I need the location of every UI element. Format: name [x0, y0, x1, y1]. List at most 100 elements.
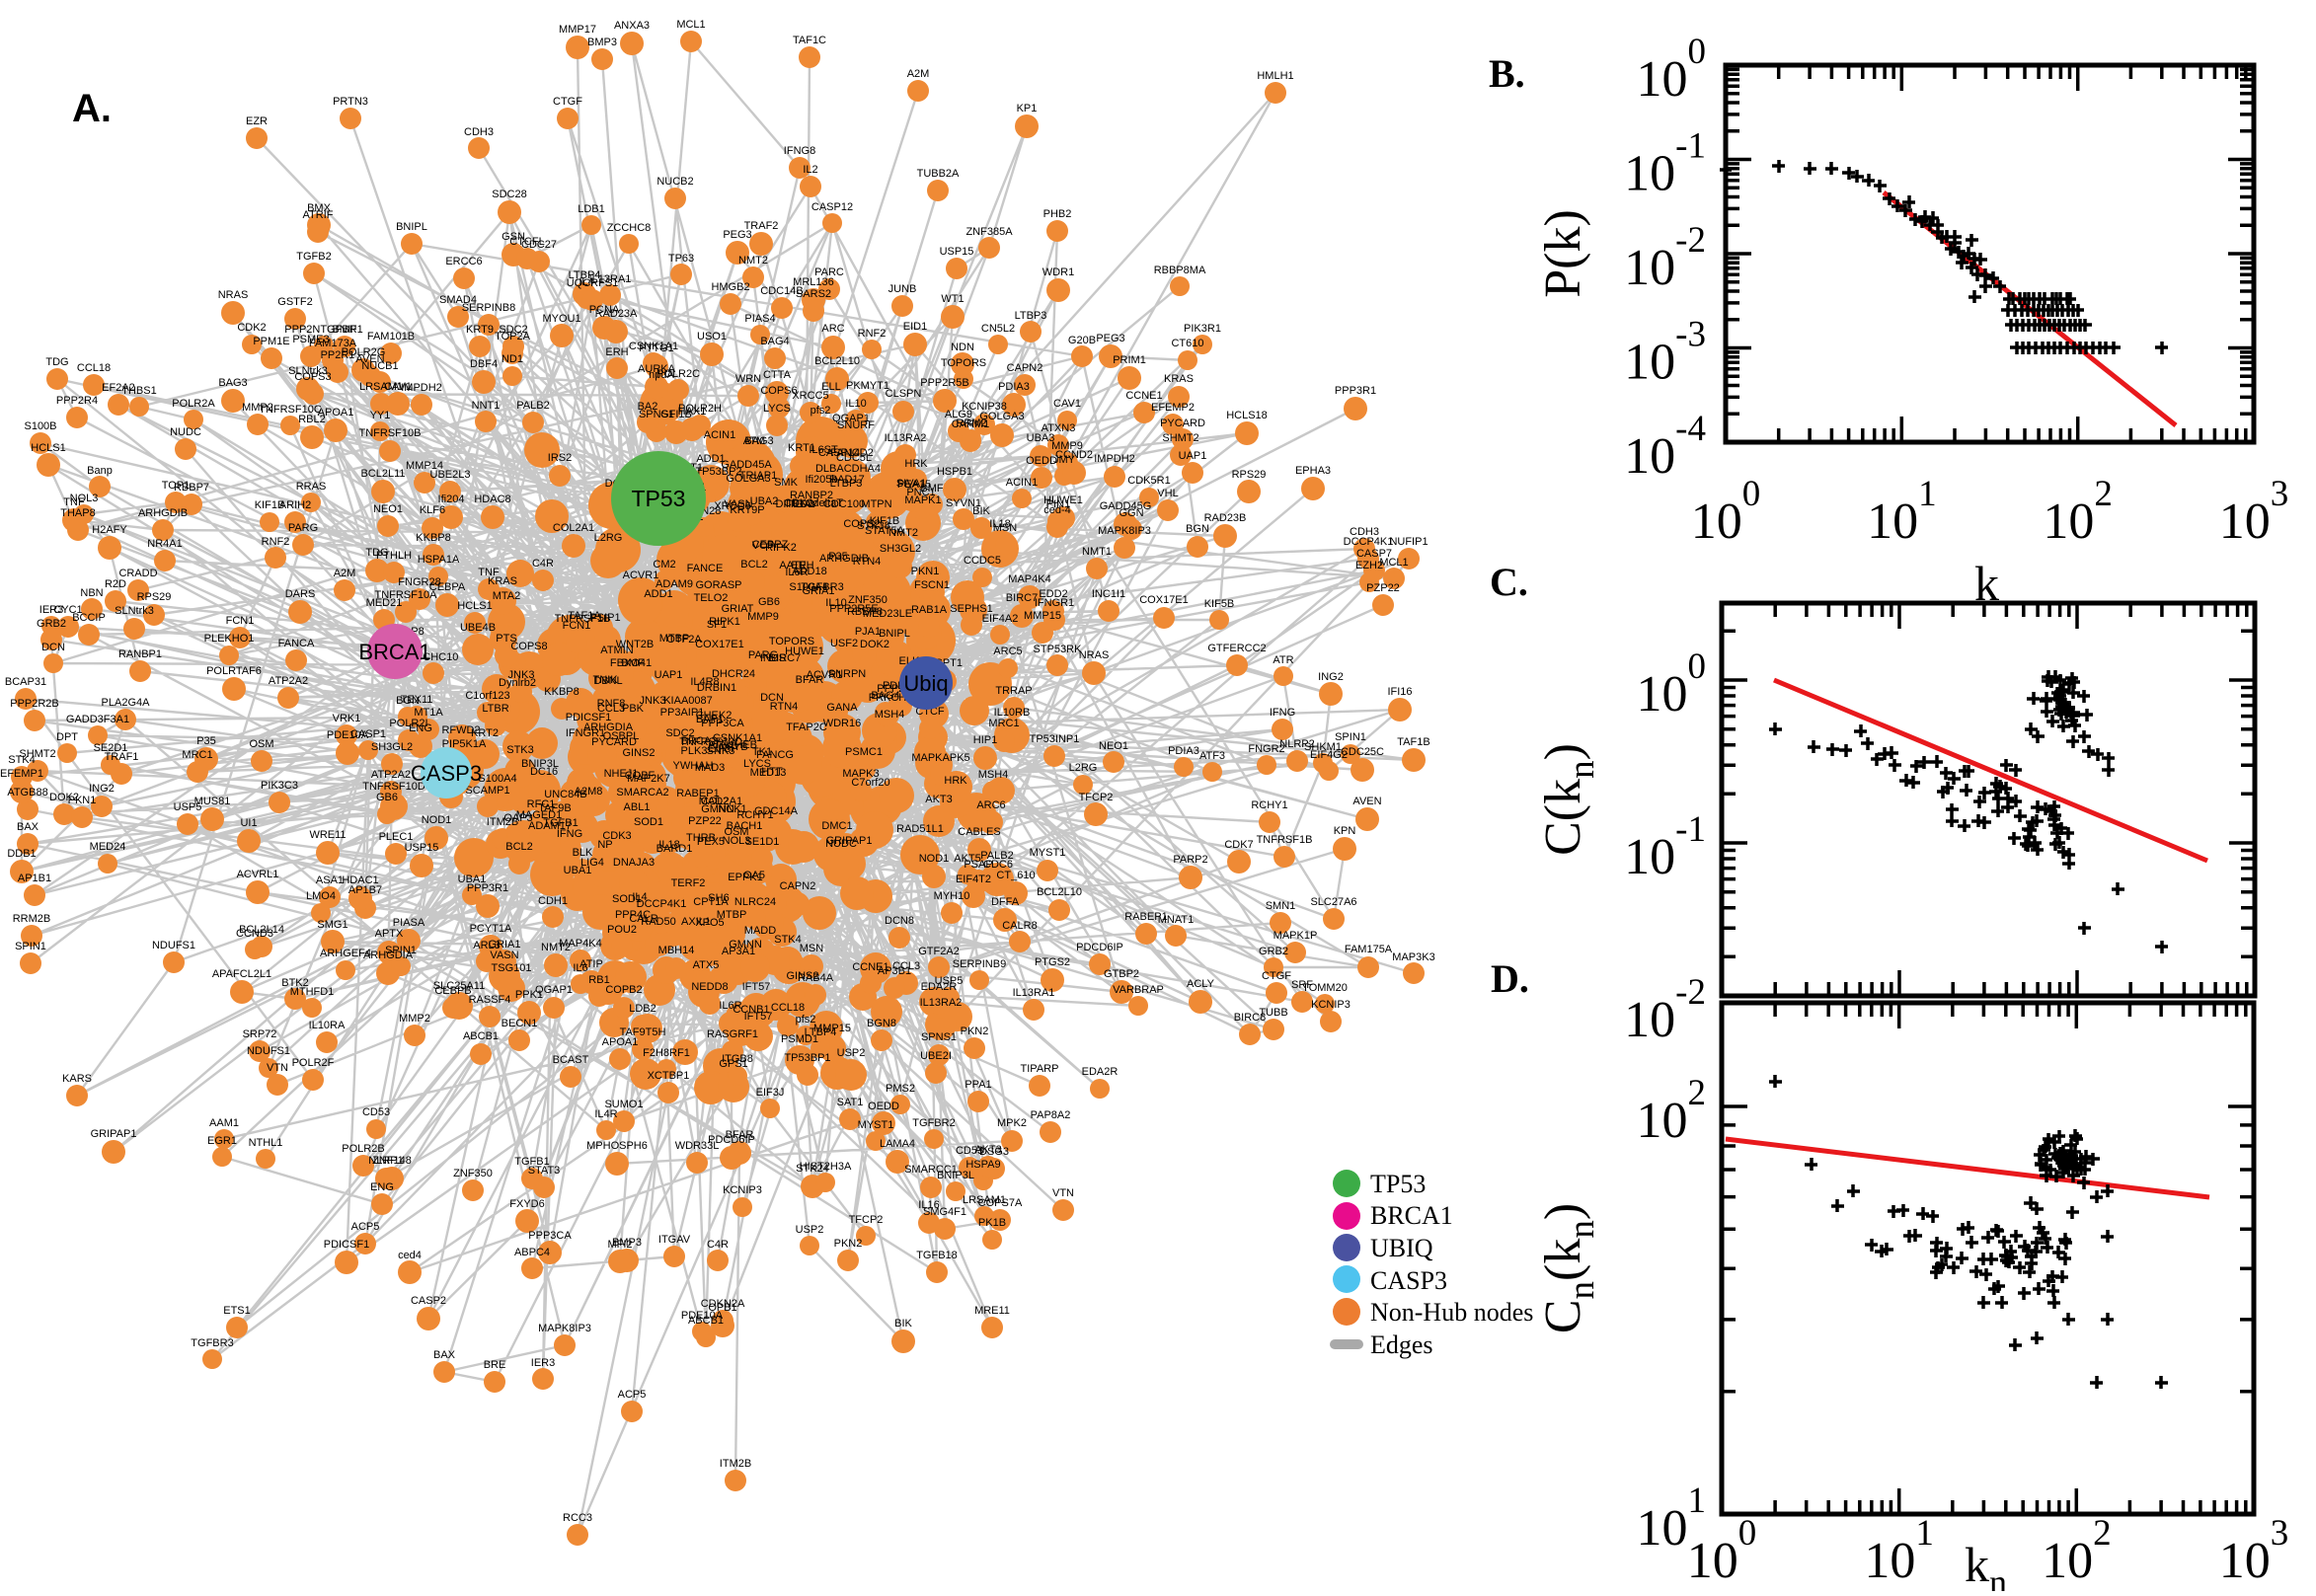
- svg-text:GTF2A2: GTF2A2: [918, 946, 960, 957]
- svg-text:ENG: ENG: [409, 722, 432, 734]
- svg-text:PARG: PARG: [748, 649, 778, 661]
- svg-text:USO1: USO1: [697, 331, 727, 342]
- svg-text:FBXO41: FBXO41: [610, 657, 652, 669]
- svg-text:RAD51L1: RAD51L1: [896, 823, 944, 835]
- svg-text:ATN1HEB: ATN1HEB: [708, 739, 757, 751]
- svg-text:GB6: GB6: [758, 596, 780, 608]
- svg-text:A2M8: A2M8: [575, 786, 603, 798]
- svg-text:UBE4B: UBE4B: [460, 622, 496, 634]
- svg-text:IFNG: IFNG: [1270, 707, 1295, 719]
- svg-text:HUWE1: HUWE1: [1043, 494, 1083, 506]
- svg-text:PBK: PBK: [622, 703, 645, 715]
- svg-text:MED13: MED13: [750, 767, 787, 779]
- svg-text:IRS2: IRS2: [548, 452, 572, 464]
- svg-text:TGFBR2: TGFBR2: [912, 1117, 955, 1129]
- svg-text:OAP3: OAP3: [503, 812, 532, 824]
- svg-text:COL2A1: COL2A1: [553, 522, 594, 534]
- svg-text:SLNtrk3: SLNtrk3: [115, 605, 154, 617]
- svg-text:IL6: IL6: [573, 962, 587, 974]
- svg-text:KKBP8: KKBP8: [416, 532, 450, 544]
- svg-text:ZNF350: ZNF350: [453, 1168, 493, 1179]
- svg-text:EZH2: EZH2: [1355, 560, 1383, 571]
- svg-text:MRC1: MRC1: [182, 749, 212, 761]
- svg-text:UBE2L3: UBE2L3: [430, 469, 471, 481]
- svg-text:AATF: AATF: [779, 560, 807, 571]
- svg-text:OPB1: OPB1: [708, 1302, 736, 1314]
- svg-text:OSM: OSM: [724, 826, 748, 838]
- svg-text:IL10RB: IL10RB: [994, 707, 1031, 719]
- svg-text:VARBRAP: VARBRAP: [1113, 984, 1164, 996]
- svg-text:DARS: DARS: [285, 588, 316, 600]
- svg-text:PPP2R2B: PPP2R2B: [10, 698, 59, 710]
- svg-text:ARHGDIB: ARHGDIB: [138, 507, 188, 519]
- svg-text:RNF2: RNF2: [262, 536, 290, 548]
- svg-text:CCND3: CCND3: [236, 928, 273, 940]
- svg-text:THAP8: THAP8: [60, 507, 95, 519]
- svg-text:GOLGA3: GOLGA3: [726, 473, 770, 485]
- svg-text:ALG9: ALG9: [945, 409, 972, 420]
- svg-text:KP1: KP1: [1017, 103, 1038, 114]
- svg-text:KRT1: KRT1: [788, 442, 815, 454]
- svg-text:KIF1B: KIF1B: [870, 515, 900, 527]
- svg-text:CALR8: CALR8: [1002, 920, 1037, 932]
- svg-text:IFI16: IFI16: [1387, 686, 1412, 698]
- svg-text:SUMO1: SUMO1: [604, 1099, 643, 1110]
- svg-text:MCL1: MCL1: [1379, 557, 1408, 569]
- svg-text:MMP2: MMP2: [399, 1013, 430, 1025]
- svg-text:TGFB1: TGFB1: [514, 1156, 549, 1168]
- svg-text:NNT1: NNT1: [472, 400, 501, 412]
- svg-text:PKN1: PKN1: [68, 795, 97, 806]
- svg-text:EDD2: EDD2: [1039, 588, 1067, 600]
- svg-text:HMLH1: HMLH1: [1257, 70, 1293, 82]
- svg-text:SOD1: SOD1: [634, 816, 663, 828]
- svg-text:NMT1: NMT1: [1082, 546, 1112, 558]
- svg-text:ARC6: ARC6: [976, 799, 1005, 811]
- svg-text:MAP4K4: MAP4K4: [1008, 573, 1050, 585]
- svg-text:CDH3: CDH3: [464, 126, 494, 138]
- svg-text:MMP14: MMP14: [406, 460, 443, 472]
- svg-text:PDIA3: PDIA3: [998, 381, 1030, 393]
- svg-text:WRN: WRN: [735, 373, 761, 385]
- svg-text:MTA2: MTA2: [493, 590, 521, 602]
- svg-text:SHKM1: SHKM1: [1304, 741, 1342, 753]
- svg-text:PMS2: PMS2: [886, 1083, 915, 1095]
- svg-text:MYOU1: MYOU1: [542, 313, 580, 325]
- svg-text:AP1B1: AP1B1: [18, 873, 51, 884]
- svg-text:CDK7: CDK7: [1224, 839, 1253, 851]
- svg-text:COPB2: COPB2: [605, 984, 642, 996]
- svg-text:BMF: BMF: [621, 657, 645, 669]
- svg-text:YY1: YY1: [370, 410, 391, 421]
- svg-text:PARG: PARG: [288, 522, 318, 534]
- svg-text:GPS1: GPS1: [719, 1058, 747, 1070]
- svg-text:AVEN: AVEN: [355, 353, 384, 365]
- svg-text:P(k): P(k): [1535, 209, 1591, 298]
- svg-text:PP3AIP1: PP3AIP1: [660, 707, 705, 719]
- svg-text:MSN: MSN: [800, 943, 824, 954]
- svg-text:WDR33L: WDR33L: [675, 1140, 720, 1152]
- svg-text:POLR2F: POLR2F: [292, 1057, 335, 1069]
- svg-text:RNF8: RNF8: [597, 698, 626, 710]
- svg-text:L2RG: L2RG: [594, 532, 623, 544]
- svg-text:CASP14: CASP14: [818, 447, 860, 459]
- svg-text:HSPA9: HSPA9: [965, 1159, 1000, 1171]
- svg-text:RRM2: RRM2: [956, 418, 986, 429]
- svg-text:USP5: USP5: [935, 975, 964, 987]
- svg-text:TUBB2A: TUBB2A: [917, 168, 960, 180]
- svg-text:PPP2R5E: PPP2R5E: [829, 603, 879, 615]
- svg-text:CD53: CD53: [362, 1106, 390, 1118]
- svg-text:RAD17: RAD17: [829, 474, 864, 486]
- svg-text:R2D: R2D: [105, 578, 126, 590]
- svg-text:IER3: IER3: [39, 604, 63, 616]
- svg-text:RTN4: RTN4: [770, 701, 799, 713]
- svg-text:USP15: USP15: [405, 842, 439, 854]
- svg-text:Non-Hub nodes: Non-Hub nodes: [1370, 1298, 1533, 1327]
- svg-text:CTGF: CTGF: [553, 96, 582, 108]
- svg-text:NLRC24: NLRC24: [734, 896, 776, 908]
- svg-text:BCAP31: BCAP31: [5, 676, 46, 688]
- svg-text:ARIH2: ARIH2: [279, 499, 311, 511]
- svg-text:GTBP2: GTBP2: [1104, 968, 1139, 980]
- svg-text:SMARCC1: SMARCC1: [904, 1164, 958, 1176]
- svg-text:GRIA1: GRIA1: [488, 939, 520, 950]
- svg-text:USP2: USP2: [837, 1047, 866, 1059]
- svg-text:IFNG8: IFNG8: [784, 145, 815, 157]
